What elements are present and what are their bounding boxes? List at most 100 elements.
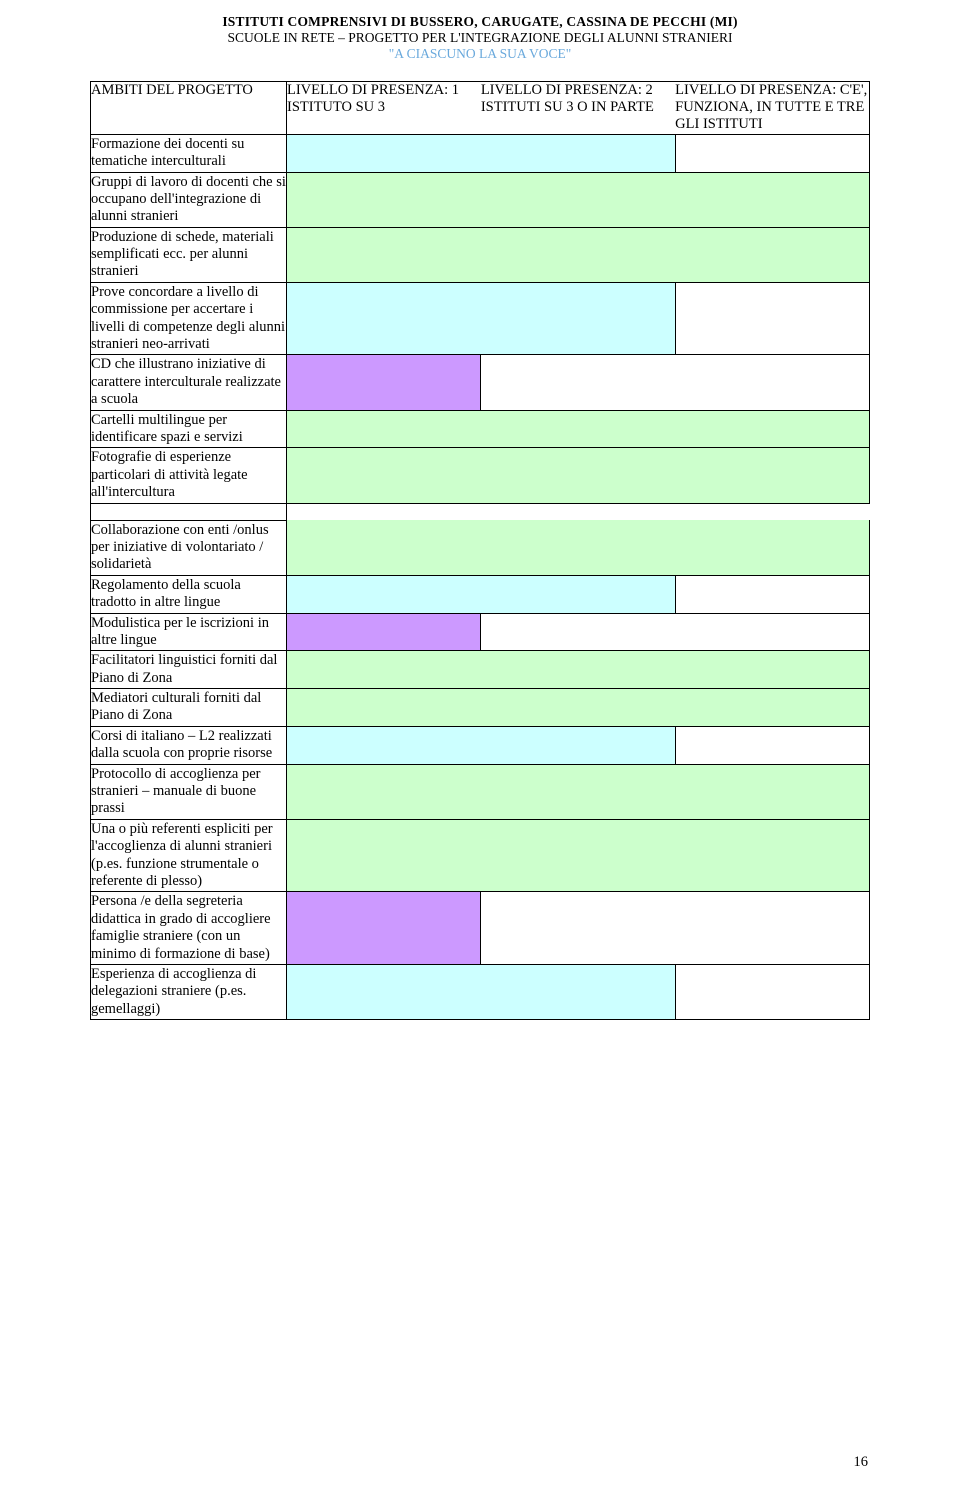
table-row: Modulistica per le iscrizioni in altre l… (91, 613, 870, 651)
level2-cell (481, 651, 675, 689)
page-number: 16 (854, 1454, 869, 1471)
table-row: Una o più referenti espliciti per l'acco… (91, 819, 870, 892)
level1-cell (287, 892, 481, 965)
header-line2: SCUOLE IN RETE – PROGETTO PER L'INTEGRAZ… (90, 30, 870, 46)
ambiti-label: Prove concordare a livello di commission… (91, 283, 286, 355)
level1-cell (287, 964, 481, 1019)
col-header-level2: LIVELLO DI PRESENZA: 2 ISTITUTI SU 3 O I… (481, 81, 675, 134)
table-row: Formazione dei docenti su tematiche inte… (91, 134, 870, 172)
table-row: Corsi di italiano – L2 realizzati dalla … (91, 726, 870, 764)
level2-cell (481, 520, 675, 575)
ambiti-cell: Protocollo di accoglienza per stranieri … (91, 764, 287, 819)
level3-cell (675, 726, 869, 764)
table-row: Regolamento della scuola tradotto in alt… (91, 575, 870, 613)
level1-cell (287, 575, 481, 613)
ambiti-cell: Gruppi di lavoro di docenti che si occup… (91, 172, 287, 227)
ambiti-label: Fotografie di esperienze particolari di … (91, 448, 286, 502)
ambiti-cell: Modulistica per le iscrizioni in altre l… (91, 613, 287, 651)
presence-matrix-table: AMBITI DEL PROGETTO LIVELLO DI PRESENZA:… (90, 81, 870, 1021)
level1-cell (287, 819, 481, 892)
spacer-cell (91, 503, 287, 520)
spacer-cell (287, 503, 870, 520)
col-header-level1: LIVELLO DI PRESENZA: 1 ISTITUTO SU 3 (287, 81, 481, 134)
ambiti-cell: Prove concordare a livello di commission… (91, 282, 287, 355)
level2-cell (481, 764, 675, 819)
table-row: Cartelli multilingue per identificare sp… (91, 410, 870, 448)
table-row: Gruppi di lavoro di docenti che si occup… (91, 172, 870, 227)
level3-cell (675, 689, 869, 727)
ambiti-label: Persona /e della segreteria didattica in… (91, 892, 286, 964)
level3-cell (675, 964, 869, 1019)
ambiti-label: Modulistica per le iscrizioni in altre l… (91, 614, 286, 651)
ambiti-cell: Persona /e della segreteria didattica in… (91, 892, 287, 965)
level2-cell (481, 282, 675, 355)
ambiti-cell: Esperienza di accoglienza di delegazioni… (91, 964, 287, 1019)
level2-cell (481, 892, 675, 965)
col-header-ambiti: AMBITI DEL PROGETTO (91, 81, 287, 134)
level1-cell (287, 172, 481, 227)
ambiti-label: Mediatori culturali forniti dal Piano di… (91, 689, 286, 726)
level3-cell (675, 764, 869, 819)
level1-cell (287, 227, 481, 282)
document-header: ISTITUTI COMPRENSIVI DI BUSSERO, CARUGAT… (90, 14, 870, 63)
level1-cell (287, 355, 481, 410)
ambiti-label: Una o più referenti espliciti per l'acco… (91, 820, 286, 892)
table-row: CD che illustrano iniziative di caratter… (91, 355, 870, 410)
ambiti-cell: Mediatori culturali forniti dal Piano di… (91, 689, 287, 727)
ambiti-cell: Cartelli multilingue per identificare sp… (91, 410, 287, 448)
level3-cell (675, 651, 869, 689)
level2-cell (481, 448, 675, 503)
level1-cell (287, 448, 481, 503)
level2-cell (481, 689, 675, 727)
level2-cell (481, 355, 675, 410)
table-row: Protocollo di accoglienza per stranieri … (91, 764, 870, 819)
table-row: Esperienza di accoglienza di delegazioni… (91, 964, 870, 1019)
ambiti-cell: Facilitatori linguistici forniti dal Pia… (91, 651, 287, 689)
level3-cell (675, 613, 869, 651)
level1-cell (287, 764, 481, 819)
header-line3: "A CIASCUNO LA SUA VOCE" (90, 46, 870, 62)
ambiti-label: Corsi di italiano – L2 realizzati dalla … (91, 727, 286, 764)
ambiti-label: Cartelli multilingue per identificare sp… (91, 411, 286, 448)
level1-cell (287, 613, 481, 651)
ambiti-label: Gruppi di lavoro di docenti che si occup… (91, 173, 286, 227)
ambiti-cell: Regolamento della scuola tradotto in alt… (91, 575, 287, 613)
table-header-row: AMBITI DEL PROGETTO LIVELLO DI PRESENZA:… (91, 81, 870, 134)
level3-cell (675, 575, 869, 613)
ambiti-cell: Corsi di italiano – L2 realizzati dalla … (91, 726, 287, 764)
level2-cell (481, 726, 675, 764)
level3-cell (675, 448, 869, 503)
ambiti-cell: Produzione di schede, materiali semplifi… (91, 227, 287, 282)
ambiti-label: Regolamento della scuola tradotto in alt… (91, 576, 286, 613)
table-row: Collaborazione con enti /onlus per inizi… (91, 520, 870, 575)
level1-cell (287, 520, 481, 575)
level2-cell (481, 819, 675, 892)
ambiti-label: CD che illustrano iniziative di caratter… (91, 355, 286, 409)
table-row: Fotografie di esperienze particolari di … (91, 448, 870, 503)
ambiti-label: Esperienza di accoglienza di delegazioni… (91, 965, 286, 1019)
table-row: Facilitatori linguistici forniti dal Pia… (91, 651, 870, 689)
level1-cell (287, 410, 481, 448)
ambiti-cell: CD che illustrano iniziative di caratter… (91, 355, 287, 410)
table-row: Produzione di schede, materiali semplifi… (91, 227, 870, 282)
table-row: Prove concordare a livello di commission… (91, 282, 870, 355)
table-spacer-row (91, 503, 870, 520)
header-line1: ISTITUTI COMPRENSIVI DI BUSSERO, CARUGAT… (90, 14, 870, 30)
level2-cell (481, 613, 675, 651)
ambiti-label: Produzione di schede, materiali semplifi… (91, 228, 286, 282)
level3-cell (675, 410, 869, 448)
level2-cell (481, 134, 675, 172)
ambiti-cell: Formazione dei docenti su tematiche inte… (91, 134, 287, 172)
level3-cell (675, 134, 869, 172)
table-row: Persona /e della segreteria didattica in… (91, 892, 870, 965)
ambiti-label: Protocollo di accoglienza per stranieri … (91, 765, 286, 819)
level2-cell (481, 575, 675, 613)
ambiti-cell: Collaborazione con enti /onlus per inizi… (91, 520, 287, 575)
level1-cell (287, 134, 481, 172)
level2-cell (481, 172, 675, 227)
ambiti-label: Formazione dei docenti su tematiche inte… (91, 135, 286, 172)
level3-cell (675, 172, 869, 227)
level2-cell (481, 410, 675, 448)
col-header-level3: LIVELLO DI PRESENZA: C'E', FUNZIONA, IN … (675, 81, 869, 134)
ambiti-label: Facilitatori linguistici forniti dal Pia… (91, 651, 286, 688)
